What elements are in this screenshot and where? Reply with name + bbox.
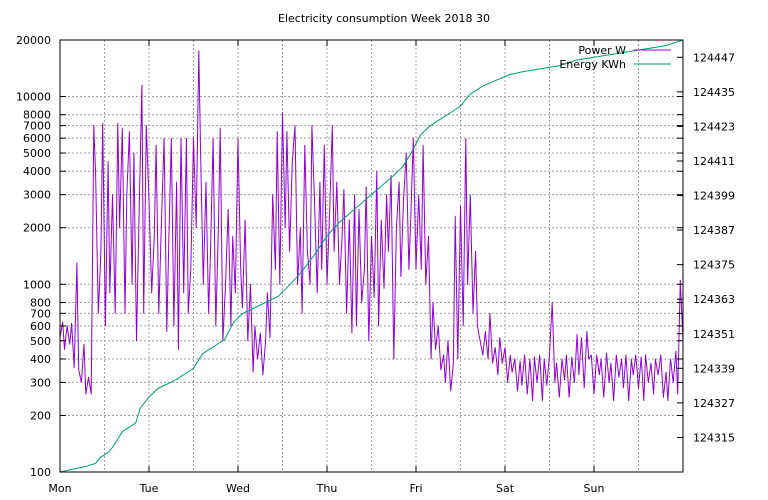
chart-title: Electricity consumption Week 2018 30 bbox=[278, 12, 490, 25]
y-left-tick-label: 600 bbox=[30, 320, 51, 333]
x-tick-label: Fri bbox=[409, 482, 422, 495]
x-tick-label: Mon bbox=[48, 482, 71, 495]
legend-label: Energy KWh bbox=[559, 58, 626, 71]
y-left-tick-label: 3000 bbox=[23, 189, 51, 202]
series-line-energy-kwh bbox=[59, 39, 684, 473]
y-left-tick-label: 500 bbox=[30, 335, 51, 348]
y-right-tick-label: 124387 bbox=[693, 224, 735, 237]
y-right-tick-label: 124423 bbox=[693, 120, 735, 133]
y-left-tick-label: 2000 bbox=[23, 222, 51, 235]
y-left-tick-label: 300 bbox=[30, 376, 51, 389]
y-left-tick-label: 5000 bbox=[23, 147, 51, 160]
x-tick-label: Sat bbox=[496, 482, 515, 495]
y-right-tick-label: 124327 bbox=[693, 397, 735, 410]
y-left-tick-label: 1000 bbox=[23, 278, 51, 291]
y-left-tick-label: 200 bbox=[30, 409, 51, 422]
y-right-tick-label: 124399 bbox=[693, 190, 735, 203]
x-tick-label: Tue bbox=[139, 482, 159, 495]
y-right-tick-label: 124447 bbox=[693, 51, 735, 64]
y-right-tick-label: 124435 bbox=[693, 86, 735, 99]
y-right-tick-label: 124339 bbox=[693, 362, 735, 375]
y-right-tick-label: 124315 bbox=[693, 431, 735, 444]
y-right-tick-label: 124363 bbox=[693, 293, 735, 306]
gridlines bbox=[60, 40, 683, 472]
y-left-tick-label: 6000 bbox=[23, 132, 51, 145]
y-left-tick-label: 400 bbox=[30, 353, 51, 366]
y-left-tick-label: 700 bbox=[30, 307, 51, 320]
y-right-tick-label: 124411 bbox=[693, 155, 735, 168]
y-left-tick-label: 100 bbox=[30, 466, 51, 479]
y-left-tick-label: 800 bbox=[30, 296, 51, 309]
y-left-tick-label: 8000 bbox=[23, 109, 51, 122]
legend-label: Power W bbox=[578, 44, 626, 57]
y-right-tick-label: 124351 bbox=[693, 328, 735, 341]
series-line-power-w bbox=[59, 50, 684, 402]
x-tick-label: Thu bbox=[316, 482, 338, 495]
series-layer bbox=[59, 39, 684, 473]
y-left-tick-label: 10000 bbox=[16, 91, 51, 104]
y-left-tick-label: 7000 bbox=[23, 120, 51, 133]
y-left-tick-label: 4000 bbox=[23, 165, 51, 178]
y-right-tick-label: 124375 bbox=[693, 259, 735, 272]
y-left-tick-label: 20000 bbox=[16, 34, 51, 47]
x-tick-label: Sun bbox=[584, 482, 605, 495]
x-tick-label: Wed bbox=[226, 482, 250, 495]
plot-frame bbox=[59, 39, 684, 473]
